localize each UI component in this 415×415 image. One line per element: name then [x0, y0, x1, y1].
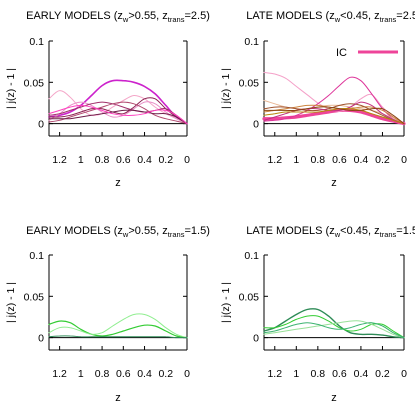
chart-panel-4: LATE MODELS (zw<0.45, ztrans=1.5) 0 0.05 0.…	[220, 225, 415, 404]
series-line-3	[263, 76, 405, 125]
x-axis-label: z	[115, 177, 121, 189]
x-tick-label: 0.6	[332, 368, 347, 380]
series-line-8	[263, 108, 405, 125]
x-tick-label: 0.2	[375, 368, 390, 380]
x-tick-label: 1	[293, 154, 299, 166]
x-tick-label: 0.4	[137, 368, 152, 380]
chart-panel-1: EARLY MODELS (zw>0.55, ztrans=2.5) 0 0.05 0…	[5, 10, 210, 189]
series-line-3	[48, 101, 188, 125]
x-tick-label: 0.6	[116, 368, 131, 380]
y-tick-label: 0	[253, 119, 259, 131]
series-line-7	[263, 101, 405, 125]
series-line-8	[48, 104, 188, 125]
y-axis-label: | j(z) - 1 |	[5, 282, 17, 323]
y-tick-label: 0	[38, 119, 44, 131]
x-tick-label: 0.6	[116, 154, 131, 166]
x-tick-label: 0.4	[137, 154, 152, 166]
series-line-9	[263, 106, 405, 125]
chart-title: EARLY MODELS (zw>0.55, ztrans=1.5)	[26, 225, 210, 239]
y-axis-label: | j(z) - 1 |	[220, 68, 232, 109]
x-tick-label: 1.2	[267, 154, 282, 166]
series-line-1	[263, 308, 405, 339]
series-line-2	[263, 315, 405, 339]
x-tick-label: 0.4	[354, 368, 369, 380]
series-line-3	[263, 320, 405, 339]
y-tick-label: 0.1	[244, 36, 259, 48]
y-tick-label: 0.1	[29, 250, 44, 262]
x-tick-label: 1	[78, 154, 84, 166]
y-axis-label: | j(z) - 1 |	[220, 282, 232, 323]
y-tick-label: 0.1	[244, 250, 259, 262]
series-line-3	[48, 335, 188, 339]
chart-title: LATE MODELS (zw<0.45, ztrans=1.5)	[246, 225, 415, 239]
series-line-1	[48, 79, 188, 125]
series-line-4	[48, 97, 188, 125]
series-line-6	[48, 101, 188, 125]
legend-label: IC	[336, 47, 347, 59]
x-tick-label: 1.2	[52, 368, 67, 380]
x-tick-label: 1.2	[267, 368, 282, 380]
x-tick-label: 0	[401, 154, 407, 166]
x-tick-label: 1	[293, 368, 299, 380]
x-axis-label: z	[331, 177, 337, 189]
x-axis-label: z	[331, 392, 337, 404]
x-tick-label: 0.2	[375, 154, 390, 166]
chart-title: EARLY MODELS (zw>0.55, ztrans=2.5)	[26, 10, 210, 24]
x-tick-label: 0.8	[311, 368, 326, 380]
x-tick-label: 0.8	[311, 154, 326, 166]
y-tick-label: 0	[38, 333, 44, 345]
y-tick-label: 0.05	[239, 291, 260, 303]
series-line-6	[263, 103, 405, 125]
x-tick-label: 0.2	[158, 154, 173, 166]
chart-panel-3: EARLY MODELS (zw>0.55, ztrans=1.5) 0 0.05 0…	[5, 225, 210, 404]
x-tick-label: 0.6	[332, 154, 347, 166]
x-tick-label: 1.2	[52, 154, 67, 166]
y-tick-label: 0.05	[24, 291, 45, 303]
x-tick-label: 1	[78, 368, 84, 380]
chart-panel-2: LATE MODELS (zw<0.45, ztrans=2.5) 0 0.05 0.…	[220, 10, 415, 189]
chart-title: LATE MODELS (zw<0.45, ztrans=2.5)	[246, 10, 415, 24]
series-line-7	[48, 109, 188, 125]
x-tick-label: 0.8	[95, 154, 110, 166]
y-tick-label: 0.05	[24, 77, 45, 89]
y-axis-label: | j(z) - 1 |	[5, 68, 17, 109]
series-line-1	[48, 320, 188, 339]
series-line-2	[48, 313, 188, 339]
x-tick-label: 0.8	[95, 368, 110, 380]
x-tick-label: 0.2	[158, 368, 173, 380]
x-tick-label: 0	[184, 154, 190, 166]
x-tick-label: 0.4	[354, 154, 369, 166]
series-line-5	[48, 101, 188, 125]
series-line-4	[263, 322, 405, 339]
y-tick-label: 0	[253, 333, 259, 345]
x-tick-label: 0	[401, 368, 407, 380]
x-tick-label: 0	[184, 368, 190, 380]
y-tick-label: 0.1	[29, 36, 44, 48]
x-axis-label: z	[115, 392, 121, 404]
y-tick-label: 0.05	[239, 77, 260, 89]
